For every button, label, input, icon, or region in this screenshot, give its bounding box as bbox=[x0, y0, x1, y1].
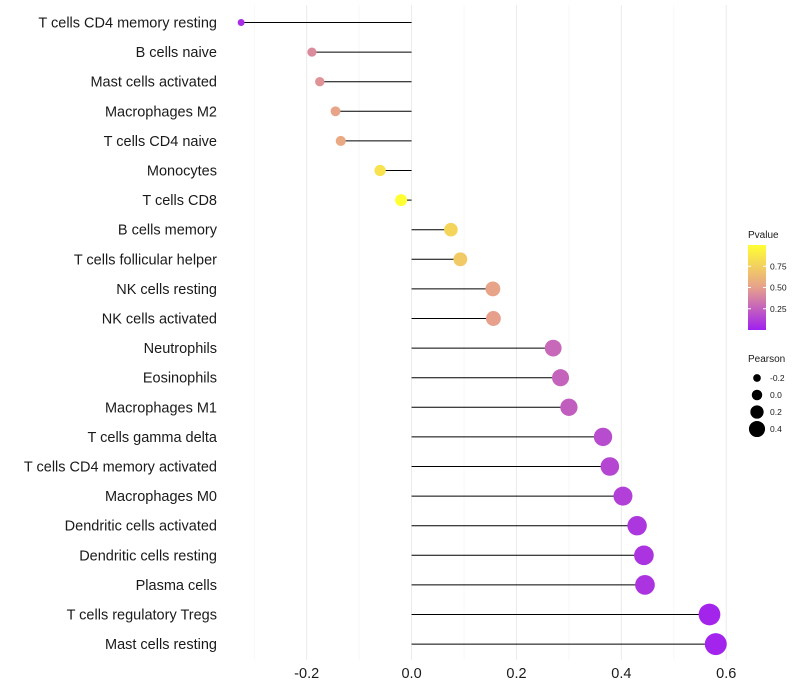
category-label: Eosinophils bbox=[143, 371, 217, 387]
lollipop-point bbox=[627, 515, 647, 536]
legend-pearson-label: 0.2 bbox=[770, 407, 782, 417]
lollipop-point bbox=[395, 194, 408, 207]
legend-pearson-key bbox=[748, 420, 766, 438]
category-label: T cells CD4 naive bbox=[104, 134, 217, 150]
category-label: Macrophages M0 bbox=[105, 489, 217, 505]
lollipop-point bbox=[374, 164, 386, 177]
category-label: Monocytes bbox=[147, 164, 217, 180]
legend-pearson-title: Pearson bbox=[748, 354, 785, 365]
lollipop-point bbox=[453, 252, 468, 267]
grid-lines bbox=[253, 5, 727, 660]
legend-pearson-key bbox=[751, 389, 763, 401]
category-label: NK cells activated bbox=[102, 312, 217, 328]
lollipop-point bbox=[613, 486, 633, 506]
legend-pearson-keys: -0.2 0.0 0.2 0.4 bbox=[748, 373, 785, 438]
category-label: Dendritic cells resting bbox=[79, 548, 217, 564]
category-label: Macrophages M1 bbox=[105, 400, 217, 416]
category-label: NK cells resting bbox=[116, 282, 217, 298]
x-tick-label: 0.0 bbox=[401, 666, 421, 682]
lollipop-point bbox=[330, 106, 341, 117]
legend-pvalue-colorbar bbox=[748, 245, 766, 330]
lollipop-point bbox=[552, 369, 570, 387]
lollipop-point bbox=[444, 222, 458, 237]
x-tick-label: 0.6 bbox=[716, 666, 736, 682]
lollipop-point bbox=[635, 575, 655, 595]
lollipop-point bbox=[335, 135, 346, 146]
lollipop-stems bbox=[241, 22, 716, 645]
legend-pearson-key bbox=[750, 405, 764, 419]
x-tick-label: 0.2 bbox=[506, 666, 526, 682]
lollipop-point bbox=[704, 633, 727, 656]
lollipop-point bbox=[634, 545, 654, 566]
lollipop-point bbox=[593, 427, 613, 447]
category-labels: T cells CD4 memory resting B cells naive M… bbox=[24, 16, 218, 654]
category-label: Plasma cells bbox=[136, 578, 217, 594]
category-label: T cells regulatory Tregs bbox=[67, 608, 217, 624]
category-label: Macrophages M2 bbox=[105, 104, 217, 120]
lollipop-point bbox=[485, 311, 501, 326]
lollipop-point bbox=[485, 281, 501, 297]
lollipop-point bbox=[600, 457, 620, 476]
category-label: T cells CD4 memory activated bbox=[24, 460, 217, 476]
category-label: B cells memory bbox=[118, 223, 218, 239]
legend-pearson-label: 0.4 bbox=[770, 424, 782, 434]
lollipop-point bbox=[544, 339, 562, 357]
category-label: Mast cells activated bbox=[90, 75, 217, 91]
legend-pvalue: Pvalue 0.25 0.50 0.75 bbox=[748, 230, 787, 330]
legend-pearson-key bbox=[753, 374, 761, 382]
legend-pvalue-title: Pvalue bbox=[748, 230, 779, 241]
x-axis-ticks: -0.2 0.0 0.2 0.4 0.6 bbox=[294, 666, 736, 682]
category-label: Neutrophils bbox=[144, 341, 217, 357]
lollipop-point bbox=[698, 603, 721, 626]
legend-pvalue-ticks: 0.25 0.50 0.75 bbox=[748, 261, 787, 314]
legend-pearson-label: 0.0 bbox=[770, 390, 782, 400]
x-tick-label: -0.2 bbox=[294, 666, 319, 682]
legend-pvalue-tick-label: 0.50 bbox=[770, 283, 787, 293]
category-label: T cells CD8 bbox=[142, 193, 217, 209]
legend-pvalue-tick-label: 0.25 bbox=[770, 304, 787, 314]
category-label: T cells CD4 memory resting bbox=[38, 16, 217, 32]
category-label: B cells naive bbox=[136, 45, 217, 61]
legend-pearson: Pearson -0.2 0.0 0.2 0.4 bbox=[748, 354, 785, 438]
lollipop-point bbox=[307, 47, 317, 57]
x-tick-label: 0.4 bbox=[611, 666, 631, 682]
lollipop-point bbox=[237, 19, 245, 26]
legend-pearson-label: -0.2 bbox=[770, 373, 785, 383]
category-label: Mast cells resting bbox=[105, 637, 217, 653]
category-label: T cells gamma delta bbox=[88, 430, 218, 446]
category-label: Dendritic cells activated bbox=[65, 519, 217, 535]
lollipop-point bbox=[560, 398, 578, 416]
legend-pvalue-tick-label: 0.75 bbox=[770, 261, 787, 271]
lollipop-point bbox=[315, 76, 325, 87]
lollipop-points bbox=[237, 19, 727, 656]
category-label: T cells follicular helper bbox=[74, 252, 217, 268]
